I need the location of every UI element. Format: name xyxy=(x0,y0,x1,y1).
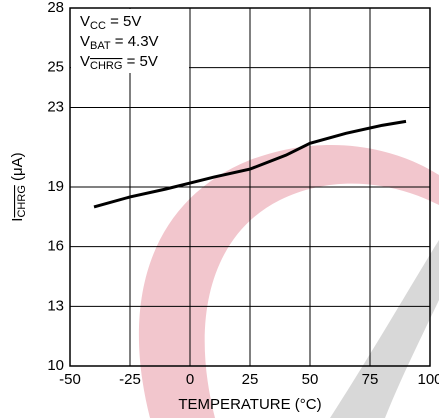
y-tick-label: 28 xyxy=(47,0,64,16)
y-axis-label-rest: (μA) xyxy=(9,152,26,185)
y-tick-label: 10 xyxy=(47,357,64,374)
watermark xyxy=(330,240,439,418)
x-tick-label: 25 xyxy=(242,371,259,388)
annotation-main: V xyxy=(80,53,90,70)
annotation-rest: = 5V xyxy=(122,53,157,70)
annotation-sub: BAT xyxy=(90,40,111,52)
data-line xyxy=(93,119,407,209)
annotation-sub: CHRG xyxy=(90,60,122,72)
x-tick-label: -50 xyxy=(59,371,81,388)
x-tick-label: 50 xyxy=(302,371,319,388)
y-tick-label: 13 xyxy=(47,297,64,314)
annotation-sub: CC xyxy=(90,20,106,32)
x-tick-label: -25 xyxy=(119,371,141,388)
x-tick-label: 0 xyxy=(186,371,194,388)
y-tick-label: 25 xyxy=(47,59,64,76)
y-axis-label-sub: CHRG xyxy=(16,185,28,217)
annotation-box xyxy=(71,9,189,73)
y-tick-label: 16 xyxy=(47,238,64,255)
annotation-rest: = 5V xyxy=(106,13,141,30)
y-axis-label: ICHRG (μA) xyxy=(9,152,28,221)
annotation: VCHRG = 5V xyxy=(80,53,158,72)
annotation-main: V xyxy=(80,13,90,30)
x-axis-label: TEMPERATURE (°C) xyxy=(178,396,321,413)
annotation-main: V xyxy=(80,33,90,50)
x-tick-label: 100 xyxy=(417,371,439,388)
x-tick-label: 75 xyxy=(362,371,379,388)
annotation: VBAT = 4.3V xyxy=(80,33,159,52)
watermark xyxy=(138,145,439,418)
annotation: VCC = 5V xyxy=(80,13,141,32)
annotation-rest: = 4.3V xyxy=(111,33,159,50)
y-tick-label: 23 xyxy=(47,98,64,115)
y-tick-label: 19 xyxy=(47,178,64,195)
y-axis-label-main: I xyxy=(9,218,26,222)
